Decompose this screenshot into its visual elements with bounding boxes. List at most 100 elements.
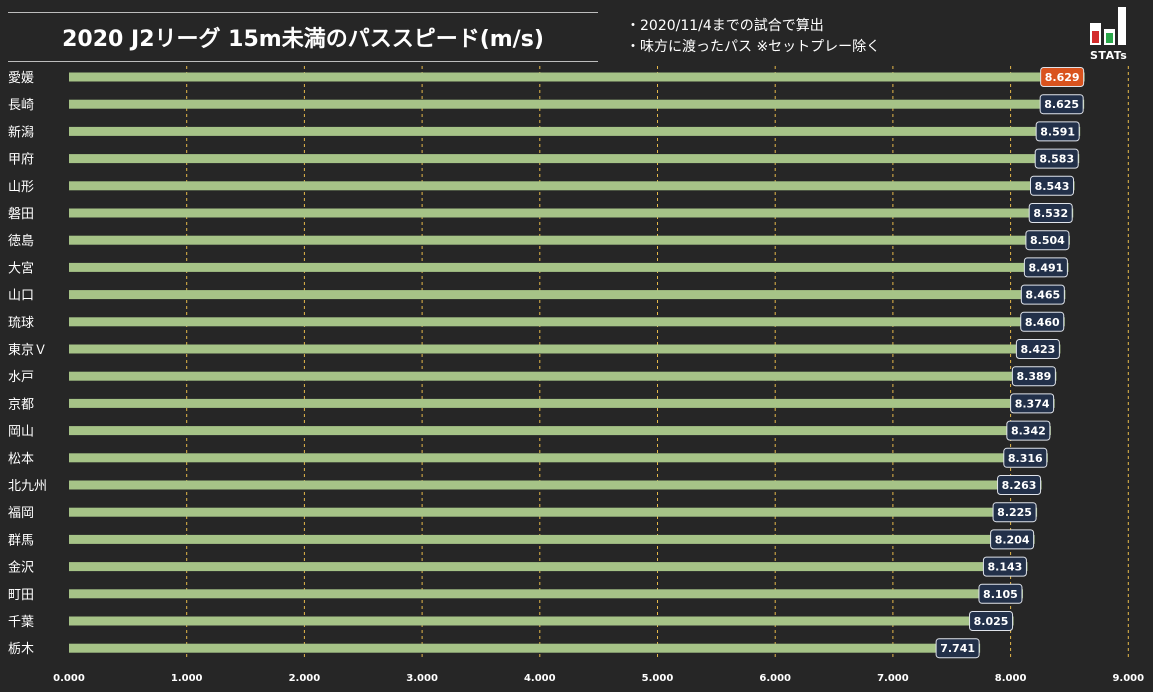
- value-label: 7.741: [940, 642, 975, 655]
- category-label: 松本: [8, 452, 34, 467]
- x-tick-label: 6.000: [759, 673, 791, 684]
- category-label: 栃木: [8, 642, 34, 657]
- category-label: 千葉: [8, 615, 34, 630]
- value-label: 8.225: [997, 506, 1032, 519]
- value-label-box: [982, 556, 1027, 577]
- category-label: 岡山: [8, 425, 34, 440]
- value-label: 8.374: [1015, 397, 1050, 410]
- value-label-box: [997, 475, 1042, 495]
- category-label: 水戸: [8, 370, 34, 385]
- bar: [69, 398, 1055, 408]
- value-label: 8.105: [983, 588, 1018, 601]
- value-label-box: [1034, 148, 1079, 169]
- category-label: 町田: [8, 588, 34, 603]
- bar: [69, 235, 1070, 245]
- value-label-box: [1023, 257, 1068, 278]
- x-tick-label: 4.000: [524, 673, 556, 684]
- stats-logo-icon: [1090, 7, 1126, 45]
- bar: [69, 126, 1081, 136]
- category-label: 愛媛: [8, 71, 34, 86]
- category-label: 群馬: [8, 533, 34, 548]
- value-label: 8.504: [1030, 234, 1065, 247]
- value-label: 8.342: [1011, 425, 1046, 438]
- category-label: 山形: [8, 180, 34, 195]
- value-label: 8.491: [1028, 261, 1063, 274]
- category-label: 新潟: [8, 124, 34, 140]
- bar: [69, 589, 1023, 599]
- value-label: 8.204: [995, 533, 1030, 546]
- value-label: 8.543: [1035, 180, 1070, 193]
- value-label-box: [1028, 203, 1073, 223]
- x-tick-label: 2.000: [289, 673, 321, 684]
- value-label: 8.423: [1020, 343, 1055, 356]
- note-date: ・2020/11/4までの試合で算出: [626, 18, 824, 34]
- value-label: 8.316: [1008, 452, 1043, 465]
- category-label: 東京Ｖ: [8, 342, 47, 358]
- logo-text: STATs: [1090, 49, 1128, 62]
- value-label-box: [1010, 393, 1055, 414]
- bar: [69, 208, 1074, 218]
- bar: [69, 562, 1028, 572]
- category-label: 甲府: [8, 153, 34, 168]
- x-tick-label: 7.000: [877, 673, 909, 684]
- value-label: 8.591: [1040, 125, 1075, 138]
- value-label: 8.460: [1025, 316, 1060, 329]
- value-label-box: [1025, 230, 1070, 251]
- value-label-box: [1039, 94, 1084, 115]
- bar: [69, 371, 1057, 381]
- value-label-box: [1015, 339, 1060, 359]
- value-label-box: [1040, 67, 1085, 87]
- value-label: 8.629: [1045, 71, 1080, 84]
- bar: [69, 426, 1051, 436]
- value-label-box: [992, 502, 1037, 523]
- category-label: 磐田: [8, 207, 34, 222]
- bar: [69, 534, 1035, 544]
- value-label: 8.143: [988, 561, 1023, 574]
- bar: [69, 317, 1065, 327]
- value-label: 8.625: [1044, 98, 1079, 111]
- category-label: 金沢: [8, 560, 34, 576]
- value-label: 8.465: [1025, 289, 1060, 302]
- category-label: 大宮: [8, 260, 34, 276]
- category-label: 琉球: [8, 316, 34, 331]
- category-label: 福岡: [8, 506, 34, 521]
- x-tick-label: 9.000: [1112, 673, 1144, 684]
- value-label-box: [1011, 366, 1056, 387]
- value-label-box: [1020, 311, 1065, 332]
- value-label-box: [1020, 284, 1065, 305]
- x-axis-ticks: 0.000 1.000 2.000 3.000 4.000 5.000 6.000 7.000…: [53, 673, 1144, 684]
- x-tick-label: 1.000: [171, 673, 203, 684]
- value-label-box: [978, 583, 1023, 604]
- value-labels: 8.629 8.625 8.591 8.583 8.543 8.532 8.504 8.491…: [935, 67, 1085, 659]
- bar: [69, 99, 1085, 109]
- category-label: 京都: [8, 397, 34, 412]
- bar-layer: [69, 72, 1085, 653]
- bar: [69, 616, 1014, 626]
- x-tick-label: 3.000: [406, 673, 438, 684]
- x-tick-label: 0.000: [53, 673, 85, 684]
- value-label: 8.025: [974, 615, 1009, 628]
- category-label: 徳島: [8, 234, 34, 249]
- bar: [69, 262, 1069, 272]
- chart-title: 2020 J2リーグ 15m未満のパススピード(m/s): [62, 27, 544, 52]
- value-label-box: [935, 638, 980, 659]
- category-label: 山口: [8, 289, 34, 304]
- value-label: 8.583: [1039, 153, 1074, 166]
- note-condition: ・味方に渡ったパス ※セットプレー除く: [626, 39, 881, 55]
- category-label: 長崎: [8, 98, 34, 113]
- bar: [69, 480, 1042, 490]
- bar: [69, 290, 1066, 300]
- category-label: 北九州: [8, 479, 47, 494]
- value-label-box: [1030, 175, 1075, 196]
- x-tick-label: 5.000: [642, 673, 674, 684]
- bar: [69, 72, 1085, 82]
- bar: [69, 507, 1038, 517]
- grid-layer: [186, 66, 1129, 660]
- title-box: 2020 J2リーグ 15m未満のパススピード(m/s): [8, 12, 598, 62]
- value-label-box: [990, 529, 1035, 550]
- value-label-box: [1006, 420, 1051, 441]
- value-label: 8.389: [1016, 370, 1051, 383]
- value-label: 8.263: [1002, 479, 1037, 492]
